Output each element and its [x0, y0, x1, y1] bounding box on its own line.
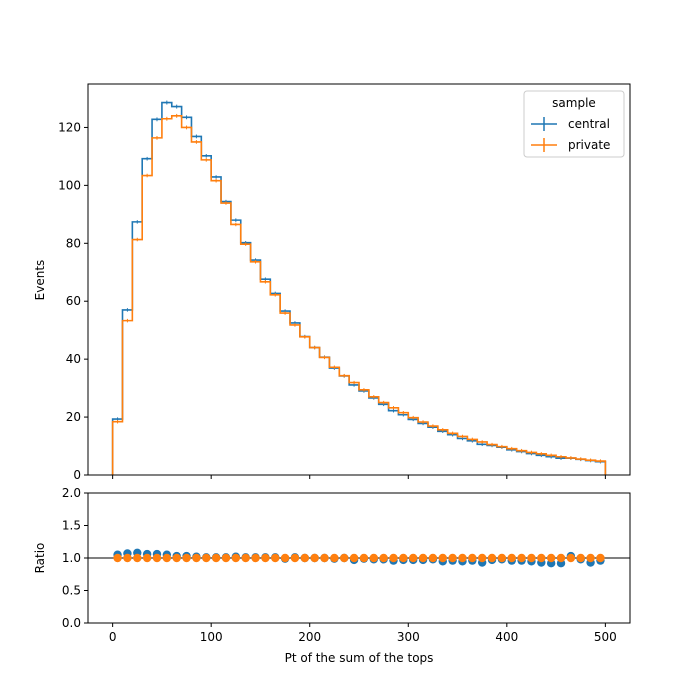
main-y-tick-label: 80 [66, 236, 81, 250]
ratio-point-private [487, 553, 497, 563]
legend: sample central private [523, 90, 625, 158]
ratio-point-private [231, 553, 241, 563]
ratio-point-private [349, 553, 359, 563]
main-y-ticks: 0 20 40 60 80 100 120 [58, 120, 88, 482]
ratio-x-tick-label: 400 [495, 630, 518, 644]
ratio-point-private [418, 553, 428, 563]
ratio-y-tick-label: 0.5 [62, 584, 81, 598]
ratio-point-private [113, 553, 122, 563]
ratio-point-private [566, 553, 576, 563]
ratio-point-private [172, 553, 181, 563]
ratio-point-private [477, 553, 487, 563]
ratio-point-private [448, 553, 457, 563]
ratio-plot-frame [87, 492, 631, 624]
legend-entry-central: central [531, 117, 610, 131]
legend-title: sample [552, 96, 596, 110]
ratio-point-private [517, 553, 526, 563]
ratio-point-private [537, 553, 546, 563]
ratio-point-private [271, 553, 280, 563]
ratio-point-private [300, 553, 309, 563]
legend-box [523, 90, 625, 158]
ratio-point-private [123, 553, 132, 563]
ratio-point-private [310, 553, 319, 563]
legend-label-private: private [568, 138, 610, 152]
ratio-point-private [192, 553, 201, 563]
ratio-point-private [468, 553, 477, 563]
ratio-point-private [359, 553, 369, 563]
main-y-tick-label: 120 [58, 120, 81, 134]
ratio-point-private [399, 553, 408, 563]
main-y-tick-label: 100 [58, 178, 81, 192]
ratio-x-tick-label: 500 [594, 630, 617, 644]
ratio-x-tick-label: 300 [397, 630, 420, 644]
ratio-x-ticks: 0 100 200 300 400 500 [109, 623, 617, 644]
ratio-point-private [290, 553, 300, 563]
ratio-point-private [458, 553, 467, 563]
ratio-point-private [379, 553, 388, 563]
ratio-x-tick-label: 200 [298, 630, 321, 644]
main-y-tick-label: 20 [66, 410, 81, 424]
ratio-point-private [428, 553, 438, 563]
ratio-point-private [507, 553, 516, 563]
main-y-tick-label: 0 [73, 468, 81, 482]
ratio-point-private [596, 553, 605, 563]
ratio-point-private [497, 553, 507, 563]
ratio-y-tick-label: 2.0 [62, 486, 81, 500]
ratio-point-private [241, 553, 250, 563]
ratio-y-ticks: 0.0 0.5 1.0 1.5 2.0 [62, 486, 88, 630]
ratio-y-tick-label: 1.0 [62, 551, 81, 565]
ratio-point-private [162, 553, 172, 563]
legend-label-central: central [568, 117, 610, 131]
ratio-point-private [320, 553, 329, 563]
ratio-point-private [556, 553, 566, 563]
ratio-x-tick-label: 0 [109, 630, 117, 644]
ratio-point-private [330, 553, 339, 563]
main-y-axis-label: Events [33, 260, 47, 301]
ratio-point-private [182, 553, 191, 563]
main-y-tick-label: 60 [66, 294, 81, 308]
ratio-x-tick-label: 100 [200, 630, 223, 644]
ratio-y-tick-label: 1.5 [62, 519, 81, 533]
legend-entry-private: private [531, 138, 610, 152]
main-x-ticks [112, 475, 606, 479]
ratio-point-private [527, 553, 536, 563]
histogram-private [111, 115, 607, 475]
ratio-point-private [389, 553, 398, 563]
ratio-point-private [280, 553, 290, 563]
ratio-point-private [586, 553, 595, 563]
ratio-y-axis-label: Ratio [33, 543, 47, 574]
ratio-points-group [113, 548, 605, 568]
ratio-point-private [221, 553, 231, 563]
ratio-point-private [251, 553, 260, 563]
ratio-point-private [438, 553, 447, 563]
ratio-point-private [202, 553, 211, 563]
main-plot-frame [87, 83, 631, 476]
ratio-point-private [133, 553, 142, 563]
ratio-panel: 0.0 0.5 1.0 1.5 2.0 0 100 200 300 400 500 Ratio P… [33, 486, 631, 665]
histogram-central [111, 101, 607, 475]
ratio-y-tick-label: 0.0 [62, 616, 81, 630]
ratio-point-private [369, 553, 378, 563]
main-panel: 0 20 40 60 80 100 120 Events [33, 83, 631, 482]
main-y-tick-label: 40 [66, 352, 81, 366]
ratio-point-private [340, 553, 349, 563]
ratio-point-private [546, 553, 556, 563]
ratio-point-private [409, 553, 418, 563]
ratio-point-private [211, 553, 221, 563]
main-series-group [111, 100, 607, 475]
x-axis-label: Pt of the sum of the tops [285, 651, 434, 665]
ratio-point-private [576, 553, 585, 563]
ratio-point-private [152, 553, 162, 563]
ratio-point-private [261, 553, 270, 563]
ratio-point-private [142, 553, 152, 563]
